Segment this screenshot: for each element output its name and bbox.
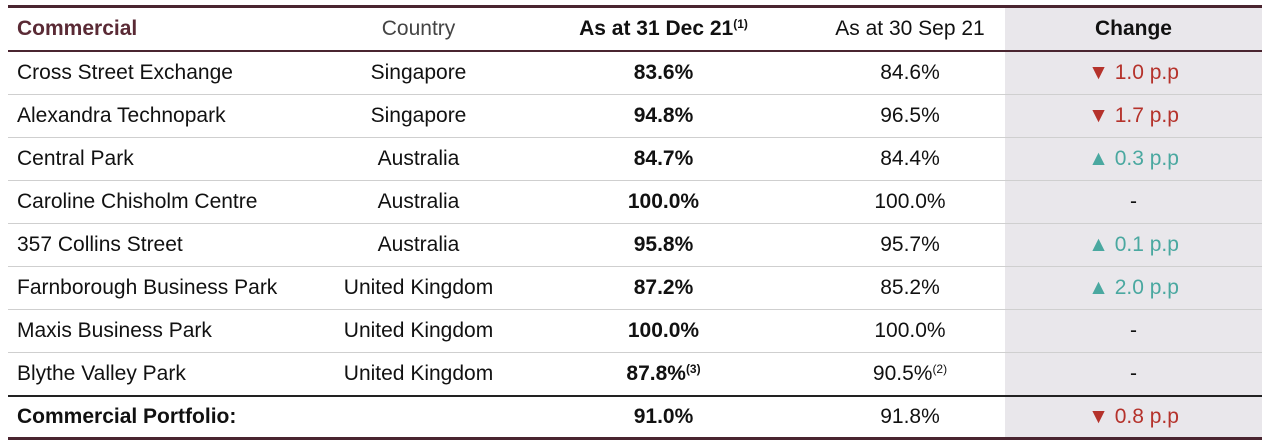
value: 100.0% [874,190,946,213]
name-cell: Central Park [8,137,325,181]
sep-cell: 100.0% [815,180,1005,224]
change-cell: ▲ 0.1 p.p [1005,223,1262,267]
sep-cell: 85.2% [815,266,1005,310]
change-cell: ▼ 0.8 p.p [1005,395,1262,440]
value: 87.8% [626,362,686,385]
name-cell: Caroline Chisholm Centre [8,180,325,224]
header-cell: Change [1005,5,1262,52]
footnote-ref: (3) [685,362,701,376]
footnote-ref: (1) [733,17,748,31]
change-cell: - [1005,180,1262,224]
header-cell: As at 30 Sep 21 [815,5,1005,52]
dec-cell: 84.7% [512,137,815,181]
name-cell: Blythe Valley Park [8,352,325,397]
data-row: Cross Street Exchange Singapore 83.6% 84.6%… [8,51,1262,95]
value: 84.6% [880,61,940,84]
value: 84.4% [880,147,940,170]
value: 91.0% [633,405,694,428]
change-cell: ▼ 1.0 p.p [1005,51,1262,95]
value: 95.8% [633,233,694,256]
value: 91.8% [880,405,940,428]
name-cell: Cross Street Exchange [8,51,325,95]
dec-cell: 87.2% [512,266,815,310]
dec-cell: 100.0% [512,180,815,224]
change-cell: - [1005,352,1262,397]
dec-cell: 91.0% [512,395,815,440]
dec-cell: 87.8%(3) [512,352,815,397]
sep-cell: 100.0% [815,309,1005,353]
value: 96.5% [880,104,940,127]
header-text: As at 31 Dec 21 [579,17,734,40]
value: 90.5% [872,362,933,385]
data-row: Maxis Business Park United Kingdom 100.0% 1… [8,309,1262,353]
header-cell: Commercial [8,5,325,52]
data-row: Farnborough Business Park United Kingdom 8… [8,266,1262,310]
data-row: 357 Collins Street Australia 95.8% 95.7% ▲ 0… [8,223,1262,267]
country-cell: Singapore [325,51,512,95]
change-cell: ▲ 0.3 p.p [1005,137,1262,181]
footnote-ref: (2) [932,362,948,376]
value: 85.2% [880,276,940,299]
country-cell: Singapore [325,94,512,138]
change-cell: ▲ 2.0 p.p [1005,266,1262,310]
table-body: Cross Street Exchange Singapore 83.6% 84.6%… [8,51,1262,440]
name-cell: Maxis Business Park [8,309,325,353]
value: 84.7% [633,147,694,170]
country-cell: United Kingdom [325,309,512,353]
value: 100.0% [627,319,700,342]
dec-cell: 100.0% [512,309,815,353]
header-cell: Country [325,5,512,52]
value: 100.0% [627,190,700,213]
value: 100.0% [874,319,946,342]
name-cell: Alexandra Technopark [8,94,325,138]
sep-cell: 84.6% [815,51,1005,95]
sep-cell: 90.5%(2) [815,352,1005,397]
occupancy-table: Commercial Country As at 31 Dec 21(1) As… [8,5,1262,440]
dec-cell: 83.6% [512,51,815,95]
data-row: Central Park Australia 84.7% 84.4% ▲ 0.3 p.p [8,137,1262,181]
value: 94.8% [633,104,694,127]
sep-cell: 96.5% [815,94,1005,138]
data-row: Alexandra Technopark Singapore 94.8% 96.5% ▼… [8,94,1262,138]
country-cell [325,395,512,440]
value: 83.6% [633,61,694,84]
country-cell: Australia [325,180,512,224]
data-row: Caroline Chisholm Centre Australia 100.0% 1… [8,180,1262,224]
sep-cell: 84.4% [815,137,1005,181]
country-cell: Australia [325,223,512,267]
change-cell: - [1005,309,1262,353]
country-cell: United Kingdom [325,266,512,310]
name-cell: Commercial Portfolio: [8,395,325,440]
dec-cell: 95.8% [512,223,815,267]
header-row: Commercial Country As at 31 Dec 21(1) As… [8,5,1262,52]
sep-cell: 95.7% [815,223,1005,267]
country-cell: United Kingdom [325,352,512,397]
value: 95.7% [880,233,940,256]
country-cell: Australia [325,137,512,181]
name-cell: Farnborough Business Park [8,266,325,310]
data-row: Blythe Valley Park United Kingdom 87.8%(3)… [8,352,1262,397]
sep-cell: 91.8% [815,395,1005,440]
total-row: Commercial Portfolio: 91.0% 91.8% ▼ 0.8 p.p [8,395,1262,440]
change-cell: ▼ 1.7 p.p [1005,94,1262,138]
value: 87.2% [633,276,694,299]
dec-cell: 94.8% [512,94,815,138]
table-header: Commercial Country As at 31 Dec 21(1) As… [8,5,1262,52]
name-cell: 357 Collins Street [8,223,325,267]
header-cell: As at 31 Dec 21(1) [512,5,815,52]
